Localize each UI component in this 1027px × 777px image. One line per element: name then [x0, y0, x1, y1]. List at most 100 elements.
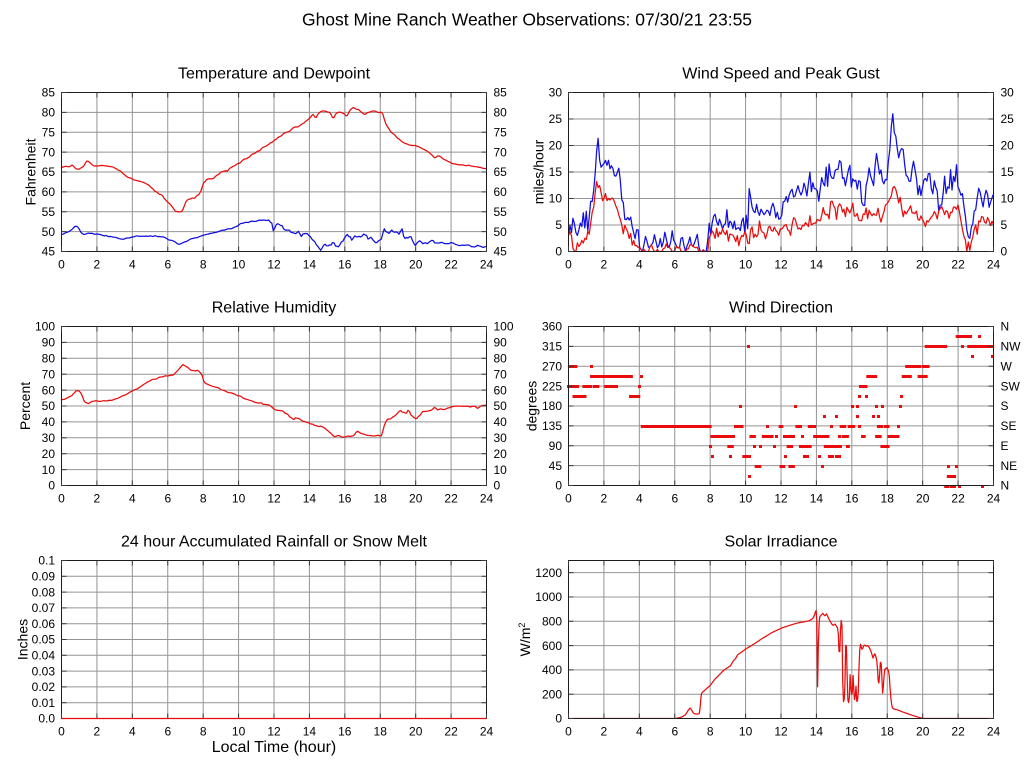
svg-text:NE: NE [1001, 459, 1018, 473]
svg-text:70: 70 [42, 145, 56, 159]
svg-text:degrees: degrees [524, 381, 540, 432]
svg-text:24: 24 [987, 491, 1001, 505]
svg-text:16: 16 [845, 724, 859, 738]
svg-text:24: 24 [480, 724, 494, 738]
svg-text:18: 18 [881, 257, 895, 271]
svg-text:55: 55 [42, 205, 56, 219]
svg-text:0: 0 [565, 257, 572, 271]
svg-text:90: 90 [494, 336, 508, 350]
svg-text:24: 24 [480, 257, 494, 271]
svg-text:4: 4 [129, 491, 136, 505]
svg-text:55: 55 [494, 205, 508, 219]
svg-text:10: 10 [549, 192, 563, 206]
svg-text:40: 40 [494, 415, 508, 429]
svg-text:SW: SW [1001, 379, 1021, 393]
svg-text:miles/hour: miles/hour [531, 139, 547, 204]
svg-text:0.05: 0.05 [32, 633, 56, 647]
svg-text:8: 8 [707, 257, 714, 271]
svg-text:0: 0 [494, 479, 501, 493]
svg-text:N: N [1001, 320, 1010, 334]
svg-text:50: 50 [494, 225, 508, 239]
svg-text:W/m2: W/m2 [517, 623, 533, 657]
svg-text:25: 25 [1001, 112, 1015, 126]
svg-text:N: N [1001, 479, 1010, 493]
svg-text:70: 70 [42, 367, 56, 381]
svg-text:12: 12 [774, 257, 788, 271]
svg-text:0: 0 [565, 491, 572, 505]
svg-text:90: 90 [42, 336, 56, 350]
svg-text:8: 8 [707, 724, 714, 738]
svg-text:20: 20 [1001, 139, 1015, 153]
svg-text:Fahrenheit: Fahrenheit [23, 138, 39, 205]
svg-text:12: 12 [774, 491, 788, 505]
svg-text:80: 80 [42, 106, 56, 120]
svg-text:0.06: 0.06 [32, 617, 56, 631]
svg-text:360: 360 [542, 320, 562, 334]
svg-text:2: 2 [601, 257, 608, 271]
svg-text:14: 14 [303, 257, 317, 271]
svg-text:Percent: Percent [17, 382, 33, 430]
svg-text:2: 2 [94, 724, 101, 738]
svg-text:Wind Speed and Peak Gust: Wind Speed and Peak Gust [682, 65, 880, 82]
svg-text:80: 80 [494, 352, 508, 366]
svg-text:60: 60 [494, 383, 508, 397]
svg-text:22: 22 [951, 491, 965, 505]
svg-text:90: 90 [549, 439, 563, 453]
svg-text:1000: 1000 [535, 590, 562, 604]
svg-text:30: 30 [1001, 86, 1015, 100]
svg-text:18: 18 [881, 724, 895, 738]
svg-text:10: 10 [232, 491, 246, 505]
svg-text:24: 24 [987, 724, 1001, 738]
svg-text:10: 10 [1001, 192, 1015, 206]
svg-text:70: 70 [494, 145, 508, 159]
svg-text:14: 14 [810, 257, 824, 271]
svg-text:Solar Irradiance: Solar Irradiance [725, 533, 838, 550]
svg-text:24 hour Accumulated Rainfall o: 24 hour Accumulated Rainfall or Snow Mel… [121, 533, 427, 550]
svg-text:22: 22 [444, 491, 458, 505]
svg-text:100: 100 [494, 320, 514, 334]
svg-text:Temperature and Dewpoint: Temperature and Dewpoint [178, 65, 371, 82]
svg-text:30: 30 [494, 431, 508, 445]
svg-text:6: 6 [164, 257, 171, 271]
svg-text:85: 85 [42, 86, 56, 100]
svg-text:0.04: 0.04 [32, 649, 56, 663]
svg-text:22: 22 [951, 257, 965, 271]
svg-text:4: 4 [129, 724, 136, 738]
svg-text:8: 8 [200, 724, 207, 738]
svg-text:SE: SE [1001, 419, 1017, 433]
svg-text:15: 15 [1001, 165, 1015, 179]
svg-text:8: 8 [200, 257, 207, 271]
svg-text:135: 135 [542, 419, 562, 433]
svg-text:50: 50 [494, 399, 508, 413]
svg-text:10: 10 [42, 463, 56, 477]
svg-text:30: 30 [42, 431, 56, 445]
svg-text:10: 10 [739, 491, 753, 505]
svg-text:65: 65 [494, 165, 508, 179]
svg-text:6: 6 [671, 491, 678, 505]
svg-text:2: 2 [601, 724, 608, 738]
svg-text:20: 20 [916, 257, 930, 271]
svg-text:12: 12 [774, 724, 788, 738]
svg-text:14: 14 [303, 724, 317, 738]
svg-text:60: 60 [42, 185, 56, 199]
svg-text:Inches: Inches [15, 619, 31, 660]
svg-text:80: 80 [42, 352, 56, 366]
svg-text:5: 5 [1001, 218, 1008, 232]
svg-text:10: 10 [232, 257, 246, 271]
svg-text:22: 22 [951, 724, 965, 738]
svg-text:14: 14 [810, 724, 824, 738]
svg-text:10: 10 [739, 724, 753, 738]
svg-text:6: 6 [671, 724, 678, 738]
svg-text:NW: NW [1001, 340, 1022, 354]
svg-text:45: 45 [494, 245, 508, 259]
svg-text:16: 16 [845, 257, 859, 271]
svg-text:0: 0 [48, 479, 55, 493]
svg-text:0: 0 [555, 712, 562, 726]
svg-text:24: 24 [987, 257, 1001, 271]
svg-text:Relative Humidity: Relative Humidity [212, 299, 336, 316]
svg-text:12: 12 [267, 724, 281, 738]
svg-text:18: 18 [374, 491, 388, 505]
svg-text:20: 20 [409, 724, 423, 738]
svg-text:45: 45 [549, 459, 563, 473]
svg-text:20: 20 [409, 257, 423, 271]
